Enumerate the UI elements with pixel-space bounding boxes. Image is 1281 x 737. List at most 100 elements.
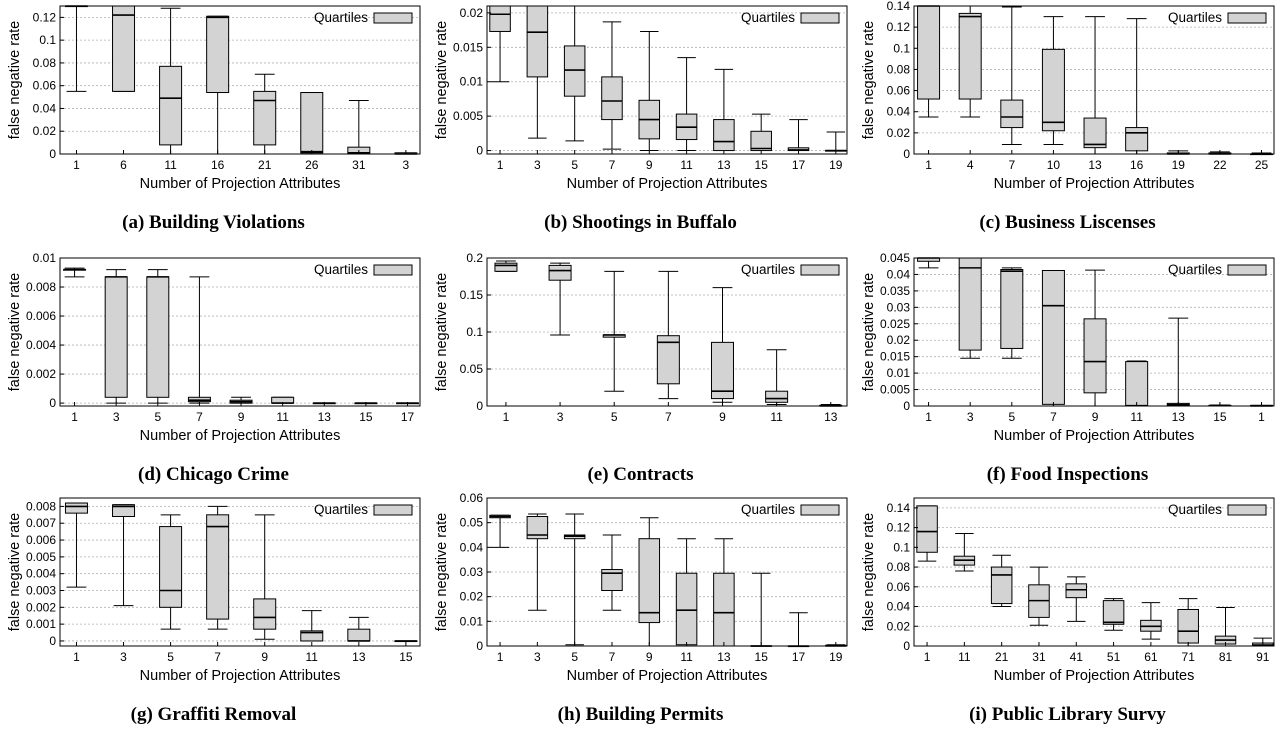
ylabel-c: false negative rate — [861, 21, 877, 140]
xtick-label-d-2: 5 — [154, 410, 161, 424]
box-i-7 — [1177, 598, 1199, 647]
xtick-label-h-1: 3 — [534, 650, 541, 664]
ytick-label-f-9: 0.045 — [880, 251, 910, 265]
xtick-label-h-8: 17 — [792, 650, 806, 664]
ytick-label-h-0: 0 — [476, 639, 483, 653]
ytick-label-e-4: 0.2 — [466, 251, 483, 265]
xtick-label-h-9: 19 — [829, 650, 843, 664]
xtick-label-g-3: 7 — [214, 650, 221, 664]
box-b-8 — [787, 119, 810, 152]
box-iqr-i-5 — [1102, 600, 1125, 625]
box-g-4 — [253, 514, 277, 640]
ytick-label-d-1: 0.002 — [26, 367, 56, 381]
box-i-6 — [1140, 602, 1162, 640]
box-d-3 — [187, 276, 211, 404]
legend-label-h: Quartiles — [741, 502, 795, 517]
box-i-5 — [1102, 598, 1125, 631]
box-f-0 — [917, 257, 941, 269]
ytick-label-d-4: 0.008 — [26, 280, 56, 294]
ytick-label-g-0: 0 — [49, 634, 56, 648]
box-iqr-g-6 — [347, 628, 371, 642]
xtick-label-f-3: 7 — [1050, 410, 1057, 424]
xtick-label-a-7: 3 — [403, 158, 410, 172]
ytick-label-i-7: 0.14 — [887, 501, 911, 515]
xtick-label-h-3: 7 — [609, 650, 616, 664]
box-g-5 — [300, 610, 324, 642]
xtick-label-b-5: 11 — [680, 158, 693, 172]
xtick-label-c-4: 13 — [1088, 158, 1102, 172]
ytick-label-d-0: 0 — [49, 396, 56, 410]
box-b-4 — [638, 30, 661, 152]
ytick-label-g-3: 0.003 — [26, 584, 56, 598]
ytick-label-f-1: 0.005 — [880, 383, 910, 397]
xlabel-b: Number of Projection Attributes — [567, 176, 768, 192]
xtick-label-g-4: 9 — [261, 650, 268, 664]
ytick-label-c-2: 0.04 — [887, 105, 911, 119]
legend-label-f: Quartiles — [1168, 262, 1222, 277]
ylabel-f: false negative rate — [861, 273, 877, 392]
xtick-label-c-8: 25 — [1255, 158, 1269, 172]
ytick-label-a-0: 0 — [49, 147, 56, 161]
box-iqr-e-0 — [494, 262, 518, 272]
legend-label-g: Quartiles — [314, 502, 368, 517]
ytick-label-c-7: 0.14 — [887, 0, 911, 13]
ytick-label-i-1: 0.02 — [887, 619, 911, 633]
xtick-label-i-5: 51 — [1107, 650, 1121, 664]
ytick-label-h-3: 0.03 — [460, 565, 484, 579]
ytick-label-g-7: 0.007 — [26, 516, 56, 530]
legend-label-a: Quartiles — [314, 10, 368, 25]
xtick-label-c-0: 1 — [925, 158, 932, 172]
plot-frame-f — [913, 257, 1275, 407]
box-iqr-a-1 — [112, 5, 136, 92]
xtick-label-a-2: 11 — [164, 158, 177, 172]
box-f-4 — [1083, 269, 1107, 407]
xtick-label-d-3: 7 — [196, 410, 203, 424]
box-b-2 — [563, 5, 586, 142]
panel-b: 0 0.005 0.01 0.015 0.02 1 3 5 7 9 11 13 15 17 19 Quarti… — [427, 0, 854, 245]
xtick-label-a-5: 26 — [305, 158, 319, 172]
box-i-1 — [953, 533, 976, 572]
xtick-label-i-6: 61 — [1144, 650, 1158, 664]
xtick-label-e-3: 7 — [665, 410, 672, 424]
ytick-label-h-1: 0.01 — [460, 614, 484, 628]
xtick-label-i-3: 31 — [1032, 650, 1046, 664]
chart-c: 0 0.02 0.04 0.06 0.08 0.1 0.12 0.14 1 4 7 10 13 16 19 2… — [861, 0, 1275, 192]
box-b-1 — [526, 5, 549, 139]
box-h-1 — [526, 513, 549, 611]
box-iqr-g-5 — [300, 630, 324, 642]
box-iqr-h-4 — [638, 538, 661, 624]
box-iqr-b-7 — [750, 130, 772, 152]
ytick-label-a-2: 0.04 — [33, 101, 57, 115]
legend-label-i: Quartiles — [1168, 502, 1222, 517]
box-iqr-f-4 — [1083, 318, 1107, 394]
xtick-label-c-5: 16 — [1130, 158, 1144, 172]
xtick-label-f-7: 15 — [1213, 410, 1227, 424]
ytick-label-i-2: 0.04 — [887, 600, 911, 614]
xtick-label-h-6: 13 — [717, 650, 731, 664]
box-g-7 — [394, 640, 418, 643]
xlabel-f: Number of Projection Attributes — [994, 428, 1195, 444]
xtick-label-e-6: 13 — [824, 410, 838, 424]
box-f-1 — [958, 257, 982, 359]
xtick-label-b-4: 9 — [646, 158, 653, 172]
box-h-3 — [601, 534, 623, 611]
box-h-4 — [638, 517, 661, 647]
caption-a: (a) Building Violations — [122, 212, 305, 233]
box-iqr-c-2 — [1000, 99, 1024, 129]
caption-h: (h) Building Permits — [557, 704, 724, 725]
box-g-6 — [347, 616, 371, 642]
box-g-0 — [64, 502, 88, 588]
ytick-label-g-2: 0.002 — [26, 600, 56, 614]
box-e-4 — [710, 287, 734, 403]
xtick-label-b-9: 19 — [829, 158, 843, 172]
xlabel-h: Number of Projection Attributes — [567, 668, 768, 684]
panel-e: 0 0.05 0.1 0.15 0.2 1 3 5 7 9 11 13 Quartiles false n… — [427, 251, 854, 497]
box-f-2 — [1000, 267, 1024, 359]
box-iqr-g-3 — [206, 514, 230, 620]
box-iqr-g-0 — [64, 502, 88, 514]
box-iqr-g-4 — [253, 598, 277, 630]
box-e-0 — [494, 260, 518, 272]
box-iqr-d-1 — [104, 276, 128, 398]
